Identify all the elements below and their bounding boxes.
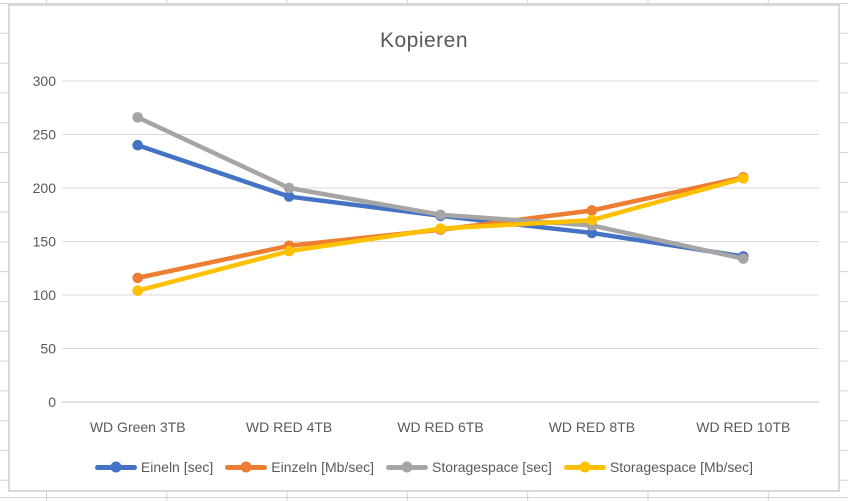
data-point-marker xyxy=(132,272,143,284)
y-tick-label: 50 xyxy=(40,341,56,357)
series-storagespace-mb-sec xyxy=(132,173,749,297)
chart-legend: Eineln [sec] Einzeln [Mb/sec] Storagespace… xyxy=(10,458,838,476)
legend-marker-line xyxy=(563,461,606,473)
chart-object[interactable]: 0 50 100 150 200 250 300 WD Green 3TB WD RED 4TB… xyxy=(8,4,840,492)
legend-item-einzeln-mb-sec: Einzeln [Mb/sec] xyxy=(225,459,374,475)
data-point-marker xyxy=(435,209,446,221)
x-category-label: WD Green 3TB xyxy=(90,419,186,435)
legend-item-eineln-sec: Eineln [sec] xyxy=(94,459,214,475)
legend-marker-line xyxy=(225,461,268,473)
data-point-marker xyxy=(283,182,295,194)
sheet-row-gridline xyxy=(0,497,848,498)
legend-label: Einzeln [Mb/sec] xyxy=(271,459,375,475)
y-tick-label: 100 xyxy=(33,287,57,303)
data-point-marker xyxy=(586,227,598,239)
y-tick-label: 250 xyxy=(33,127,57,143)
y-tick-label: 0 xyxy=(48,394,56,410)
data-point-marker xyxy=(283,191,295,202)
legend-label: Storagespace [Mb/sec] xyxy=(609,459,754,475)
legend-marker-line xyxy=(386,461,429,473)
data-point-marker xyxy=(586,205,598,216)
x-category-label: WD RED 4TB xyxy=(246,419,332,435)
y-tick-label: 200 xyxy=(33,180,57,196)
legend-marker-dot xyxy=(579,461,591,473)
legend-marker-dot xyxy=(401,461,413,473)
data-point-marker xyxy=(738,253,749,264)
legend-marker-line xyxy=(94,461,137,473)
legend-label: Eineln [sec] xyxy=(140,459,214,475)
data-point-marker xyxy=(586,214,598,226)
chart-title: Kopieren xyxy=(379,29,469,52)
data-point-marker xyxy=(132,139,143,151)
y-tick-label: 300 xyxy=(33,73,57,89)
data-point-marker xyxy=(132,112,143,123)
data-point-marker xyxy=(435,223,446,234)
x-category-label: WD RED 8TB xyxy=(549,419,635,435)
legend-item-storagespace-mb-sec: Storagespace [Mb/sec] xyxy=(563,459,754,475)
data-point-marker xyxy=(283,245,295,257)
legend-marker-dot xyxy=(110,461,122,473)
y-tick-label: 150 xyxy=(33,234,57,250)
data-point-marker xyxy=(132,285,143,297)
x-category-label: WD RED 6TB xyxy=(397,419,483,435)
legend-item-storagespace-sec: Storagespace [sec] xyxy=(386,459,552,475)
plot-area: 0 50 100 150 200 250 300 WD Green 3TB WD RED 4TB… xyxy=(33,73,819,435)
x-category-label: WD RED 10TB xyxy=(696,419,790,435)
legend-label: Storagespace [sec] xyxy=(432,459,552,475)
legend-marker-dot xyxy=(240,461,252,473)
data-point-marker xyxy=(738,173,749,184)
